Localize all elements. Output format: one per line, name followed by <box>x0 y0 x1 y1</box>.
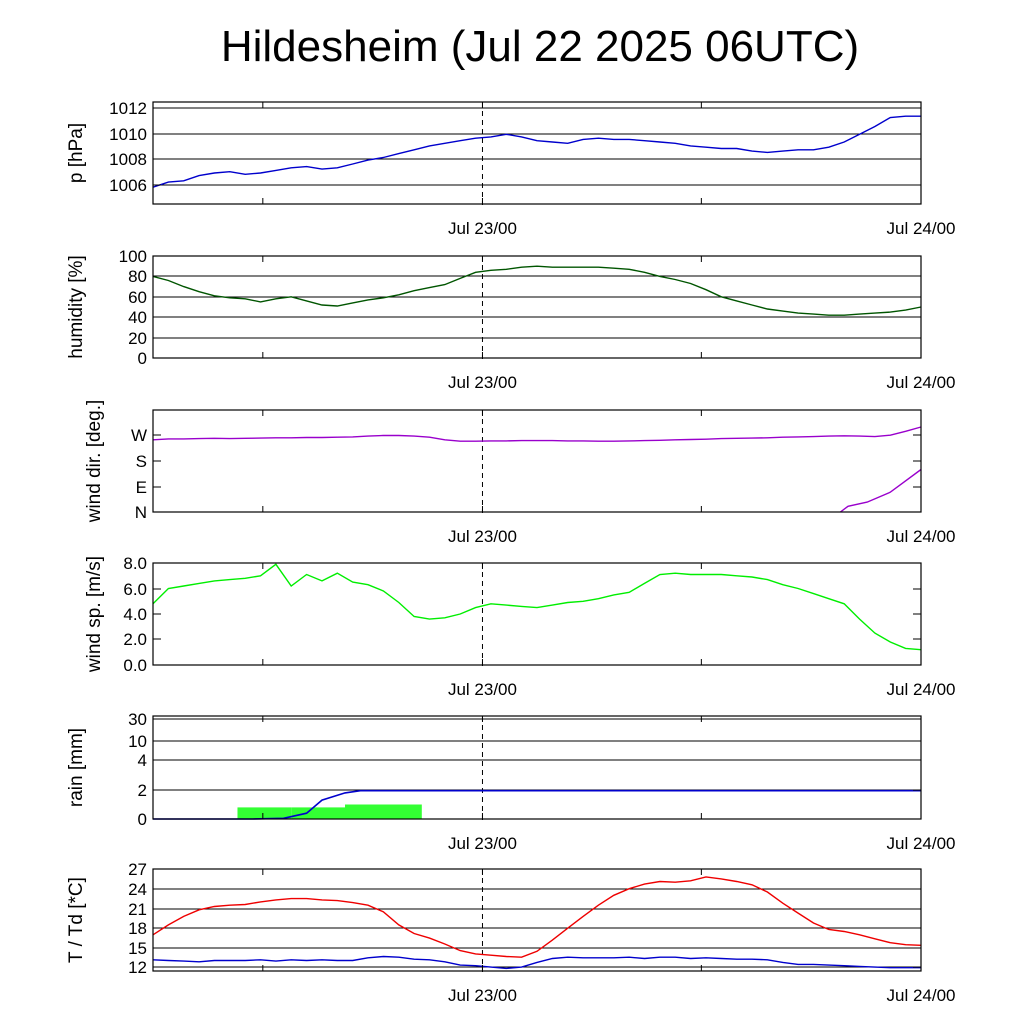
chart-title: Hildesheim (Jul 22 2025 06UTC) <box>220 22 860 71</box>
series-line-2 <box>152 955 921 970</box>
y-tick-label: E <box>136 478 147 497</box>
panel-5 <box>152 715 922 820</box>
x-tick-label: Jul 23/00 <box>448 680 517 699</box>
y-tick-label: 2 <box>138 781 147 800</box>
rain-bar <box>345 804 422 819</box>
y-tick-label: 8.0 <box>123 554 147 573</box>
y-tick-label: 0 <box>138 349 147 368</box>
plot-frame <box>152 562 922 666</box>
series-line-1 <box>152 876 922 958</box>
y-axis-label: T / Td [*C] <box>66 877 87 963</box>
y-tick-label: 6.0 <box>123 580 147 599</box>
y-tick-label: 12 <box>128 958 147 977</box>
y-tick-label: 60 <box>128 288 147 307</box>
panel-4 <box>152 562 922 666</box>
plot-frame <box>152 715 922 820</box>
y-tick-label: 10 <box>128 732 147 751</box>
x-tick-label: Jul 23/00 <box>448 527 517 546</box>
plot-frame <box>152 255 922 359</box>
y-tick-label: 20 <box>128 329 147 348</box>
y-tick-label: 30 <box>128 710 147 729</box>
y-tick-label: 80 <box>128 267 147 286</box>
x-tick-label: Jul 23/00 <box>448 219 517 238</box>
x-tick-label: Jul 24/00 <box>887 680 956 699</box>
series-line-1 <box>152 426 922 442</box>
y-tick-label: 1012 <box>109 99 147 118</box>
y-tick-label: 40 <box>128 308 147 327</box>
y-tick-label: 0.0 <box>123 656 147 675</box>
y-axis-label: humidity [%] <box>66 255 87 358</box>
rain-bar <box>237 807 292 819</box>
plot-frame <box>152 409 922 513</box>
panel-1 <box>152 101 922 205</box>
series-line-1 <box>152 115 921 188</box>
plot-frame <box>152 101 922 205</box>
y-tick-label: 4.0 <box>123 605 147 624</box>
series-line-1 <box>152 265 922 316</box>
y-tick-label: 2.0 <box>123 630 147 649</box>
x-tick-label: Jul 23/00 <box>448 834 517 853</box>
x-tick-label: Jul 24/00 <box>887 373 956 392</box>
y-tick-label: 1008 <box>109 150 147 169</box>
plot-frame <box>152 868 922 972</box>
y-axis-label: rain [mm] <box>66 728 87 807</box>
x-tick-label: Jul 24/00 <box>887 986 956 1005</box>
rain-bar <box>291 807 345 819</box>
panel-3 <box>152 409 922 513</box>
x-tick-label: Jul 24/00 <box>887 527 956 546</box>
panel-6 <box>152 868 922 972</box>
y-tick-label: 1006 <box>109 176 147 195</box>
x-tick-label: Jul 23/00 <box>448 373 517 392</box>
y-tick-label: 0 <box>138 810 147 829</box>
y-axis-label: wind sp. [m/s] <box>84 556 105 673</box>
series-line-1 <box>152 563 922 651</box>
y-tick-label: W <box>131 426 147 445</box>
y-tick-label: N <box>135 503 147 522</box>
y-tick-label: 27 <box>128 860 147 879</box>
y-tick-label: 4 <box>138 751 147 770</box>
y-tick-label: 18 <box>128 919 147 938</box>
y-axis-label: wind dir. [deg.] <box>84 400 105 524</box>
y-tick-label: 100 <box>119 247 147 266</box>
x-tick-label: Jul 24/00 <box>887 219 956 238</box>
y-tick-label: S <box>136 452 147 471</box>
x-tick-label: Jul 23/00 <box>448 986 517 1005</box>
y-axis-label: p [hPa] <box>66 123 87 183</box>
panel-2 <box>152 255 922 359</box>
x-tick-label: Jul 24/00 <box>887 834 956 853</box>
series-line-wrap <box>839 468 922 513</box>
y-tick-label: 1010 <box>109 125 147 144</box>
y-tick-label: 15 <box>128 939 147 958</box>
y-tick-label: 24 <box>128 880 147 899</box>
y-tick-label: 21 <box>128 900 147 919</box>
